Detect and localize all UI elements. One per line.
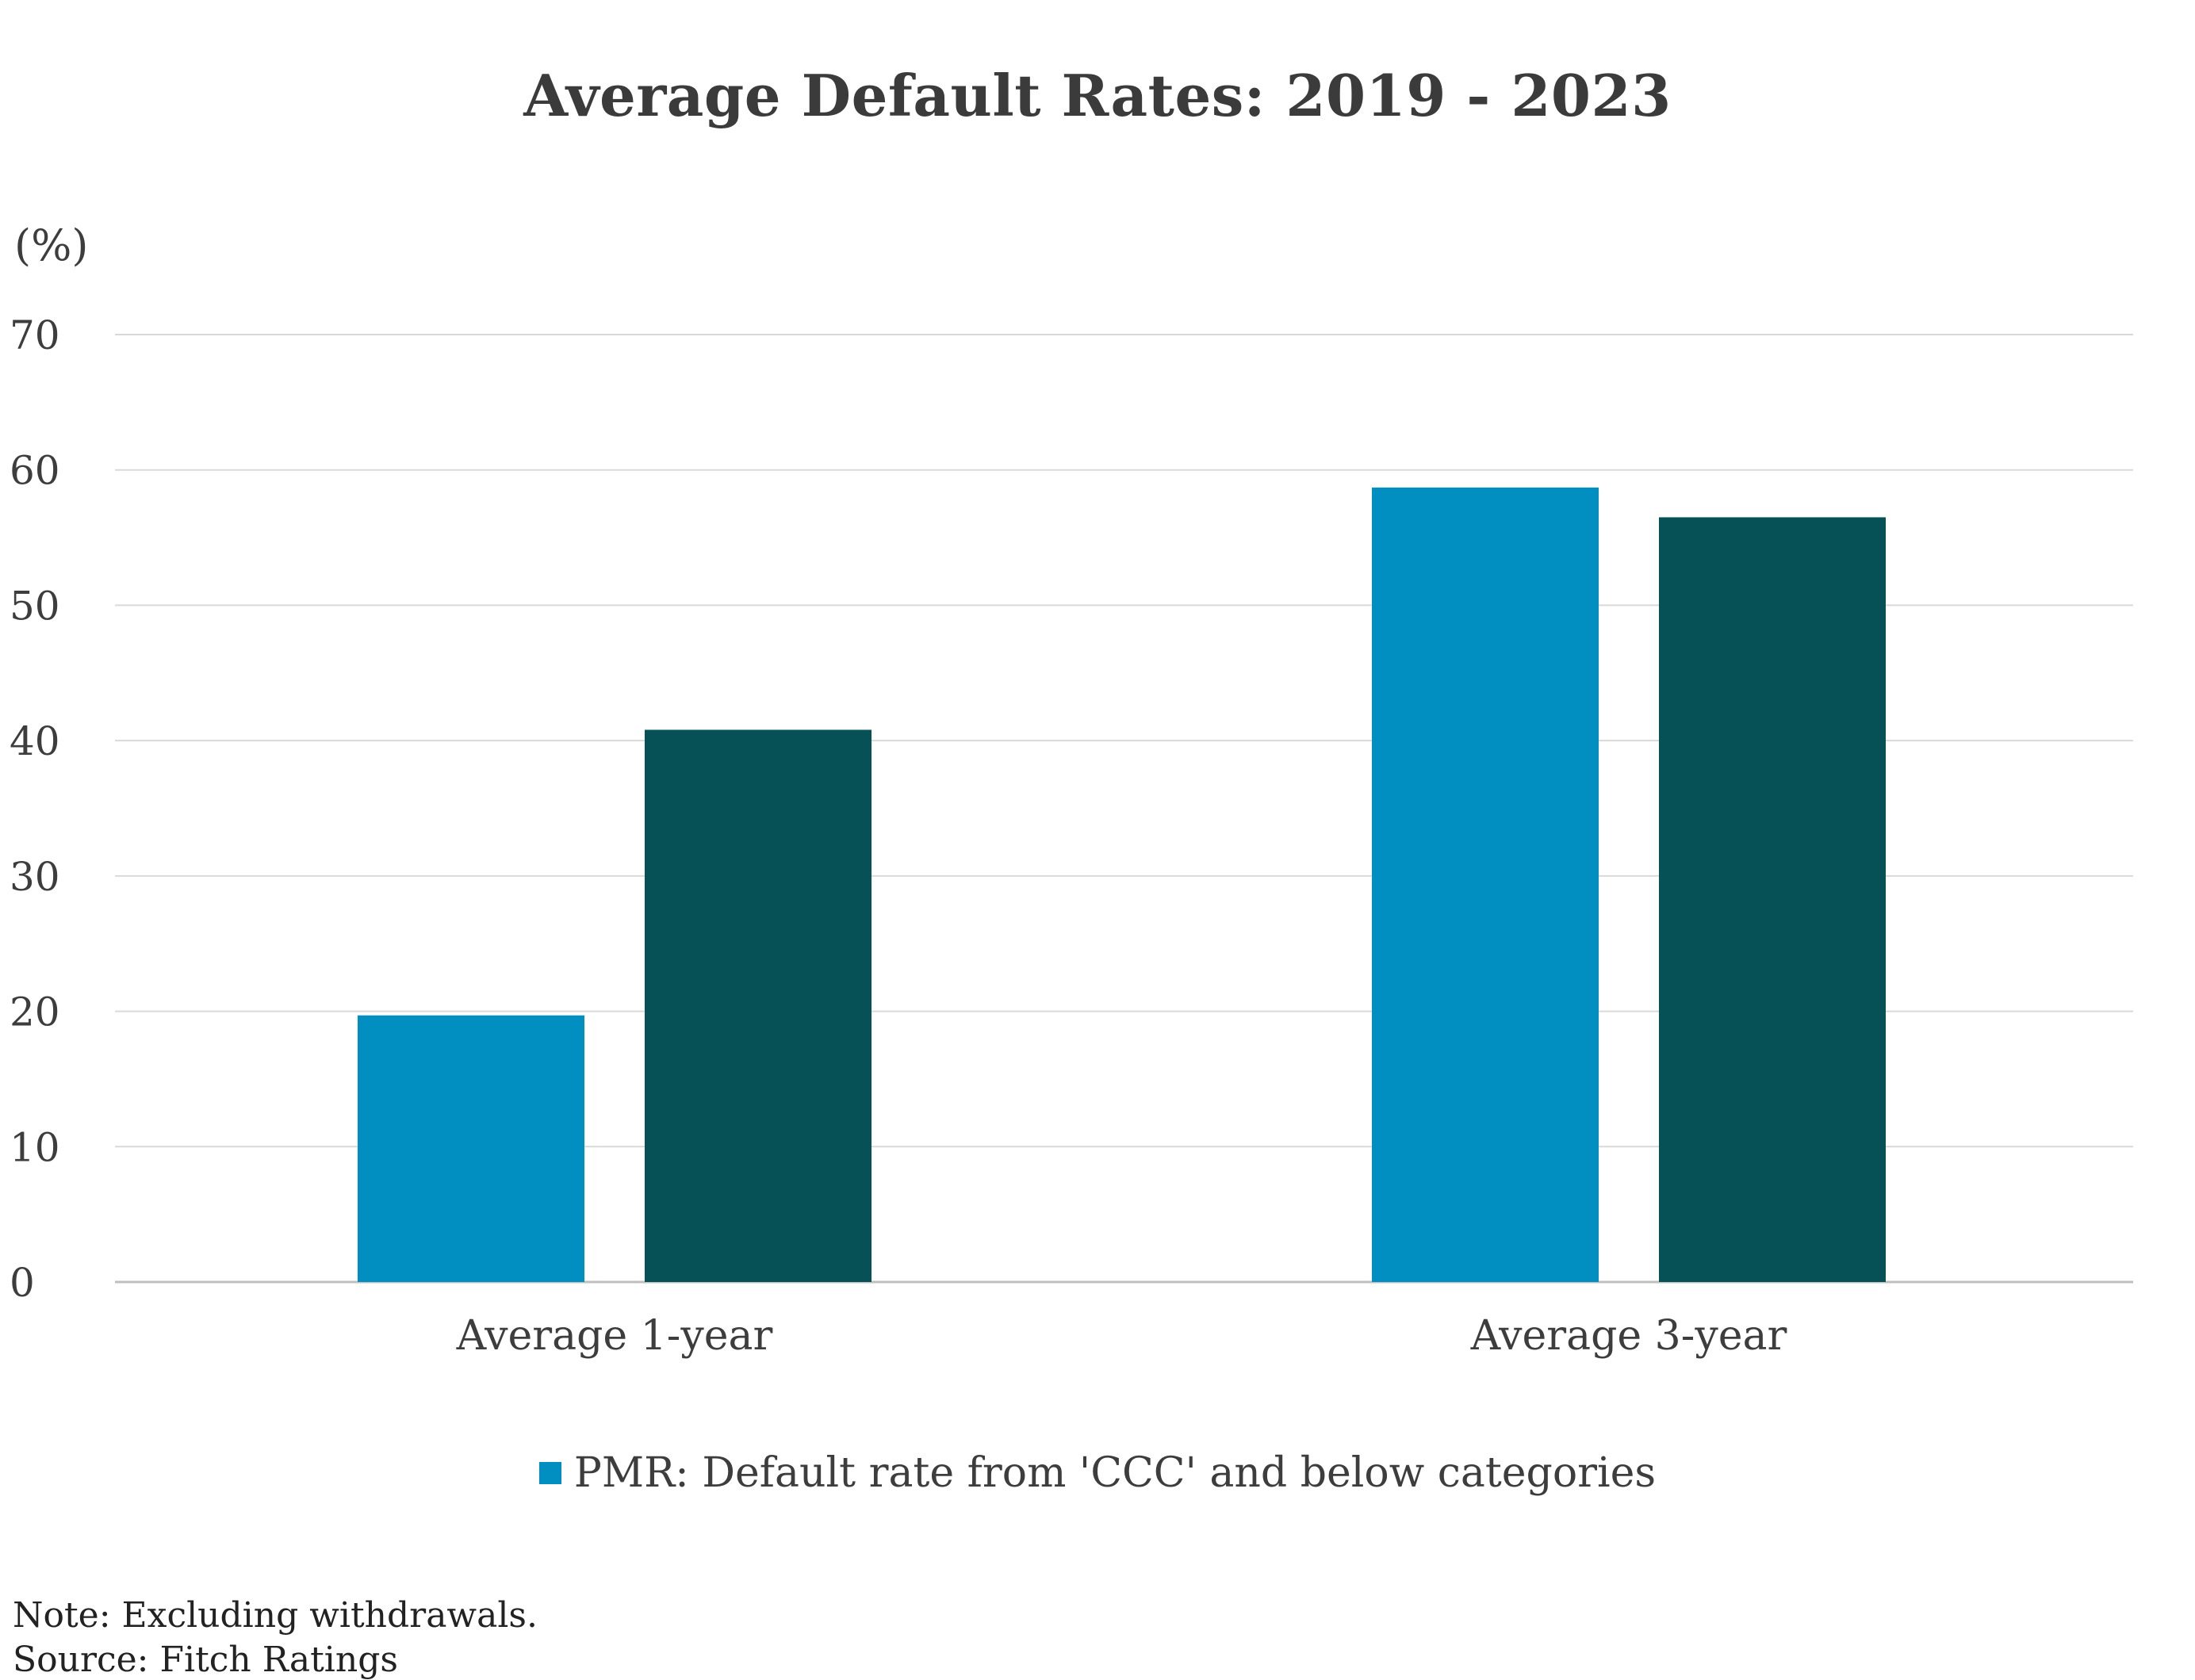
- y-tick-label-30: 30: [10, 854, 60, 900]
- y-tick-label-70: 70: [10, 312, 60, 358]
- y-tick-label-50: 50: [10, 583, 60, 629]
- bar-2-series-1: [1372, 487, 1599, 1282]
- y-tick-label-0: 0: [10, 1260, 35, 1306]
- bar-2-series-2: [1659, 517, 1886, 1282]
- x-category-label-2: Average 3-year: [1470, 1312, 1787, 1360]
- legend-swatch-pmr: [538, 1462, 561, 1484]
- y-tick-label-10: 10: [10, 1124, 60, 1170]
- x-category-label-1: Average 1-year: [456, 1312, 773, 1360]
- note-text: Note: Excluding withdrawals.: [13, 1595, 538, 1636]
- bar-1-series-1: [358, 1015, 584, 1282]
- bar-1-series-2: [645, 729, 871, 1282]
- legend: PMR: Default rate from 'CCC' and below c…: [0, 1449, 2195, 1497]
- y-tick-label-60: 60: [10, 448, 60, 494]
- y-tick-label-40: 40: [10, 718, 60, 764]
- chart-title: Average Default Rates: 2019 - 2023: [523, 62, 1672, 129]
- legend-label-pmr: PMR: Default rate from 'CCC' and below c…: [573, 1449, 1657, 1497]
- y-axis-unit-label: (%): [14, 220, 89, 270]
- source-text: Source: Fitch Ratings: [13, 1640, 398, 1680]
- y-tick-label-20: 20: [10, 989, 60, 1035]
